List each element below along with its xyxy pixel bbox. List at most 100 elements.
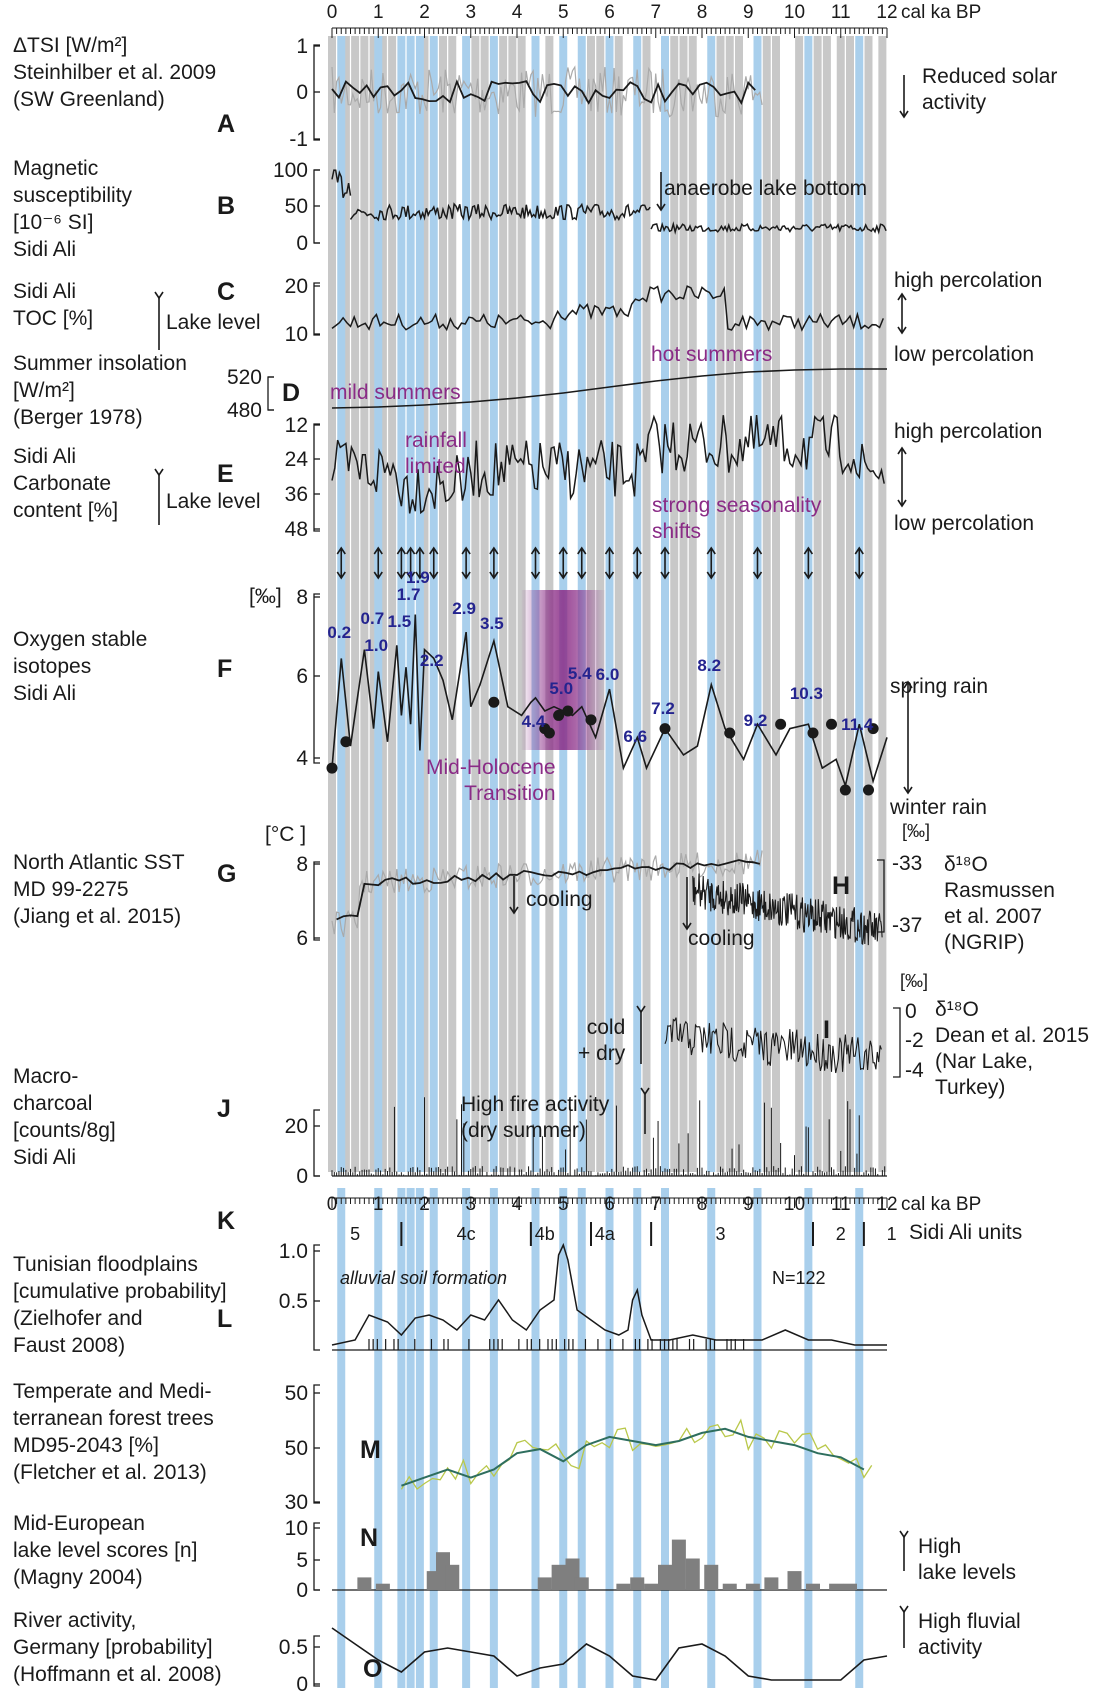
panel-n-letter: N: [360, 1524, 379, 1552]
lake-level-bar: [685, 1558, 700, 1590]
blue-band: [374, 1188, 383, 1688]
grey-band: [360, 36, 369, 1172]
grey-band: [679, 36, 688, 1172]
lake-levels-arrow-head: [899, 1530, 909, 1539]
panel-e-seasonality: strong seasonality shifts: [652, 494, 822, 543]
panel-l-n: N=122: [772, 1268, 826, 1288]
isotope-marker: [659, 723, 671, 735]
isotope-event-label: 0.2: [327, 623, 351, 642]
lake-level-bar: [616, 1583, 631, 1590]
event-bands: [328, 36, 887, 1688]
sidi-ali-unit-label: 4c: [457, 1224, 476, 1244]
grey-band: [716, 36, 725, 1172]
blue-band: [415, 36, 424, 1172]
isotope-event-label: 6.0: [596, 665, 620, 684]
correlation-arrow-head: [604, 571, 615, 580]
panel-l-axis: [313, 1244, 320, 1351]
isotope-marker: [562, 705, 574, 717]
lake-level-bar: [551, 1564, 566, 1590]
isotope-event-label: 2.9: [452, 599, 476, 618]
lake-level-bar: [658, 1564, 672, 1590]
percolation-c-arrow-head: [897, 326, 907, 335]
panel-n-tick-label: 5: [296, 1549, 308, 1572]
panel-i-tick-label: -2: [905, 1029, 924, 1052]
bottom-axis-tick-label: 5: [558, 1194, 569, 1215]
isotope-marker: [488, 696, 500, 708]
grey-band: [813, 36, 822, 1172]
lake-level-bar: [829, 1583, 844, 1590]
panel-e-tick-label: 48: [285, 518, 308, 541]
panel-h-tick-label: -33: [892, 852, 922, 875]
grey-band: [351, 36, 360, 1172]
blue-band: [406, 1188, 415, 1688]
bottom-axis-tick-label: 3: [465, 1194, 476, 1215]
forest-raw-line: [400, 1418, 873, 1490]
panel-g-unit: [°C ]: [265, 823, 307, 846]
panel-i-cold: cold + dry: [578, 1016, 626, 1065]
correlation-arrow-head: [429, 546, 439, 555]
grey-band: [725, 36, 734, 1172]
panel-e-high: high percolation: [894, 420, 1043, 443]
bottom-axis-tick-label: 8: [697, 1194, 708, 1215]
panel-g-cooling: cooling: [526, 888, 593, 911]
panel-m-tick-label: 30: [285, 1491, 308, 1514]
panel-o-tick-label: 0: [296, 1673, 308, 1692]
correlation-arrow-head: [854, 546, 864, 555]
panel-d-axis: [267, 376, 274, 411]
bottom-axis-unit: cal ka BP: [901, 1194, 981, 1215]
panel-h-tick-label: -37: [892, 914, 922, 937]
panel-n-label: Mid-European lake level scores [n] (Magn…: [13, 1512, 198, 1589]
chart-marks: [154, 75, 913, 1648]
panel-d-tick-label: 520: [227, 366, 262, 389]
blue-band: [489, 1188, 498, 1688]
isotope-event-label: 4.4: [522, 712, 546, 731]
grey-band: [688, 36, 697, 1172]
panel-b-label: Magnetic susceptibility [10⁻⁶ SI] Sidi A…: [13, 157, 133, 261]
isotope-event-label: 2.2: [420, 651, 444, 670]
panel-e-rainfall: rainfall limited: [405, 429, 467, 478]
blue-band: [633, 36, 642, 1172]
panel-h-source: Rasmussen et al. 2007 (NGRIP): [944, 879, 1055, 954]
correlation-arrow-head: [803, 571, 814, 580]
blue-band: [707, 36, 716, 1172]
correlation-arrow-head: [373, 546, 383, 555]
grey-band: [378, 36, 387, 1172]
lake-level-bar: [843, 1583, 857, 1590]
bottom-axis-tick-label: 12: [876, 1194, 897, 1215]
isotope-marker: [839, 784, 851, 796]
bottom-axis-tick-label: 1: [373, 1194, 384, 1215]
panel-h-cooling: cooling: [688, 927, 755, 950]
grey-band: [471, 36, 480, 1172]
panel-c-tick-label: 10: [285, 323, 308, 346]
grey-band: [735, 36, 743, 1172]
isotope-event-label: 3.5: [480, 614, 504, 633]
lake-level-bar: [722, 1583, 737, 1590]
grey-band: [642, 36, 651, 1172]
isotope-event-label: 11.4: [841, 715, 874, 734]
correlation-arrow-head: [396, 571, 407, 580]
correlation-arrow-head: [489, 571, 499, 580]
grey-band: [369, 36, 378, 1172]
bottom-axis-tick-label: 0: [327, 1194, 338, 1215]
blue-band: [531, 1188, 540, 1688]
sst-cooling-arrow-head: [509, 906, 519, 915]
isotope-line: [331, 614, 888, 789]
top-axis-tick-label: 10: [784, 2, 805, 23]
lake-level-bar: [806, 1583, 820, 1590]
panel-i-tick-label: -4: [905, 1059, 924, 1082]
percolation-c-arrow-head: [897, 292, 907, 301]
correlation-arrow-head: [489, 546, 499, 555]
panel-c-low: low percolation: [894, 343, 1035, 366]
floodplain-line: [331, 1242, 887, 1346]
panel-h-axis: [877, 859, 885, 933]
forest-mean-line: [401, 1427, 865, 1487]
spring-winter-arrow-head: [903, 680, 913, 689]
blue-band: [577, 1188, 586, 1688]
correlation-arrow-head: [577, 571, 587, 580]
grey-band: [420, 36, 429, 1172]
blue-band: [489, 36, 498, 1172]
panel-e-axis: [313, 423, 320, 532]
tsi-smooth-line: [331, 79, 756, 105]
top-axis-tick-label: 7: [650, 2, 661, 23]
isotope-event-label: 9.2: [744, 711, 768, 730]
